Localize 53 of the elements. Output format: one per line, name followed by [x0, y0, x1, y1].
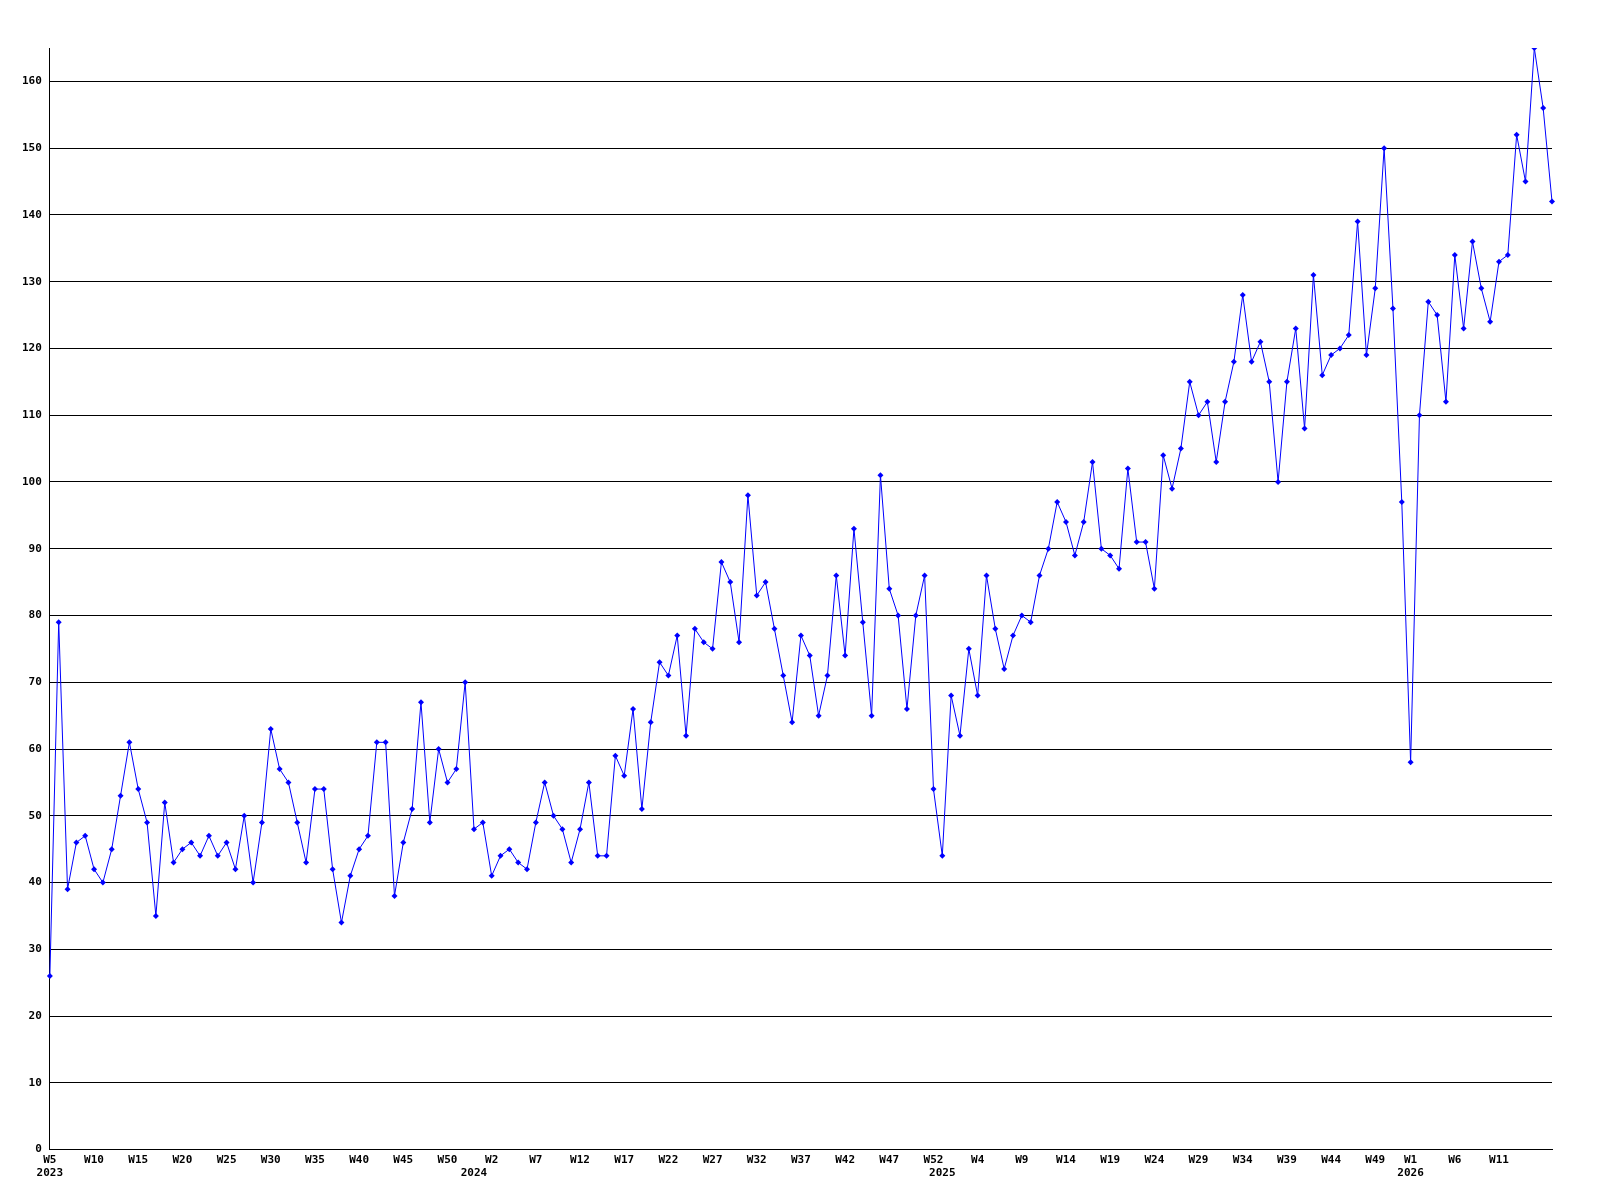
x-tick-label: W27 — [702, 1153, 723, 1167]
x-tick-label: W5 2023 — [36, 1153, 64, 1180]
y-tick-label: 10 — [28, 1075, 42, 1089]
x-tick-label: W20 — [172, 1153, 193, 1167]
x-tick-label: W39 — [1276, 1153, 1297, 1167]
x-tick-label: W12 — [570, 1153, 590, 1167]
x-tick-label: W2 — [485, 1153, 499, 1167]
x-tick-label: W40 — [349, 1153, 370, 1167]
y-tick-label: 90 — [28, 541, 42, 555]
y-tick-label: 130 — [21, 274, 42, 288]
y-tick-label: 140 — [21, 207, 42, 221]
y-tick-label: 50 — [28, 808, 42, 822]
x-tick-label: W50 — [437, 1153, 458, 1167]
x-tick-label: W45 — [393, 1153, 414, 1167]
x-tick-label: W35 — [305, 1153, 325, 1167]
x-tick-label: W42 — [835, 1153, 856, 1167]
x-tick-label: W9 — [1015, 1153, 1029, 1167]
x-tick-label: W6 — [1448, 1153, 1462, 1167]
x-tick-label: W25 — [216, 1153, 237, 1167]
x-tick-label: 2024 — [460, 1166, 488, 1180]
x-tick-label: W11 — [1489, 1153, 1510, 1167]
y-tick-label: 100 — [21, 474, 42, 488]
x-tick-label: W1 2026 — [1397, 1153, 1425, 1180]
x-tick-label: W19 — [1100, 1153, 1121, 1167]
x-tick-label: 2025 — [929, 1166, 956, 1180]
y-tick-label: 150 — [21, 141, 42, 154]
y-tick-label: 0 — [35, 1142, 42, 1156]
x-tick-label: W34 — [1232, 1153, 1254, 1167]
x-tick-label: W44 — [1321, 1153, 1342, 1167]
y-tick-label: 160 — [21, 74, 42, 88]
y-tick-label: 70 — [28, 675, 42, 689]
y-tick-label: 110 — [21, 408, 42, 422]
y-tick-label: 60 — [28, 741, 42, 755]
x-tick-label: W10 — [84, 1153, 104, 1167]
x-tick-label: W14 — [1056, 1153, 1077, 1167]
x-tick-label: W47 — [879, 1153, 900, 1167]
x-tick-label: W17 — [614, 1153, 635, 1167]
x-tick-label: W29 — [1188, 1153, 1209, 1167]
x-tick-label: W7 — [529, 1153, 543, 1167]
y-tick-label: 20 — [28, 1008, 42, 1022]
x-tick-label: W22 — [658, 1153, 679, 1167]
y-tick-label: 80 — [28, 608, 42, 622]
x-tick-label: W37 — [791, 1153, 811, 1167]
y-tick-label: 40 — [28, 875, 42, 889]
x-tick-label: W15 — [128, 1153, 149, 1167]
y-tick-label: 120 — [21, 341, 42, 355]
x-tick-label: W52 — [923, 1153, 944, 1167]
y-tick-label: 30 — [28, 942, 42, 956]
x-tick-label: W30 — [260, 1153, 281, 1167]
x-tick-label: W24 — [1144, 1153, 1165, 1167]
x-tick-label: W49 — [1365, 1153, 1386, 1167]
x-tick-label: W4 — [971, 1153, 985, 1167]
x-tick-label: W32 — [746, 1153, 767, 1167]
